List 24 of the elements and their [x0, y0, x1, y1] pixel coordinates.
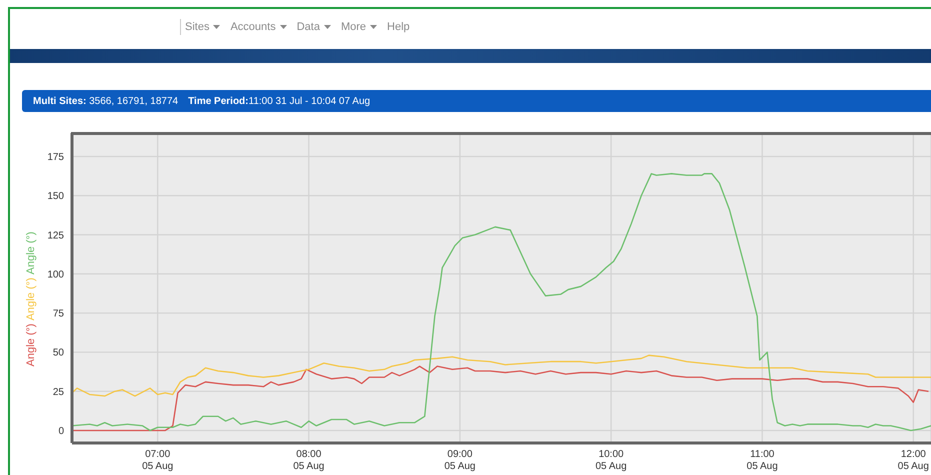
x-tick-label: 10:00 05 Aug [596, 449, 627, 472]
x-tick-label: 12:00 05 Aug [898, 449, 929, 472]
x-tick-label: 07:00 05 Aug [142, 449, 174, 472]
x-tick-label: 09:00 05 Aug [444, 449, 476, 472]
y-tick-label: 125 [47, 230, 64, 242]
text: Data [296, 21, 321, 33]
text: Help [387, 21, 410, 33]
text: Accounts [230, 21, 277, 33]
y-tick-label: 175 [47, 152, 64, 164]
y-tick-label: 150 [47, 191, 64, 202]
chart-title: Multi Sites: 3566, 16791, 18774 [33, 96, 178, 106]
text: Angle (°) [25, 278, 37, 320]
chart-subtitle: Time Period:11:00 31 Jul - 10:04 07 Aug [188, 96, 370, 106]
y-tick-label: 100 [47, 269, 64, 280]
x-tick-label: 11:00 05 Aug [746, 449, 778, 472]
text: Sites [185, 21, 210, 33]
y-tick-label: 0 [58, 426, 64, 438]
x-tick-label: 08:00 05 Aug [293, 449, 324, 472]
y-tick-label: 75 [52, 308, 64, 320]
text: More [340, 21, 368, 33]
text: Angle (°) [25, 232, 37, 274]
y-tick-label: 50 [52, 348, 64, 359]
text: Angle (°) [25, 324, 37, 366]
y-tick-label: 25 [52, 386, 64, 398]
